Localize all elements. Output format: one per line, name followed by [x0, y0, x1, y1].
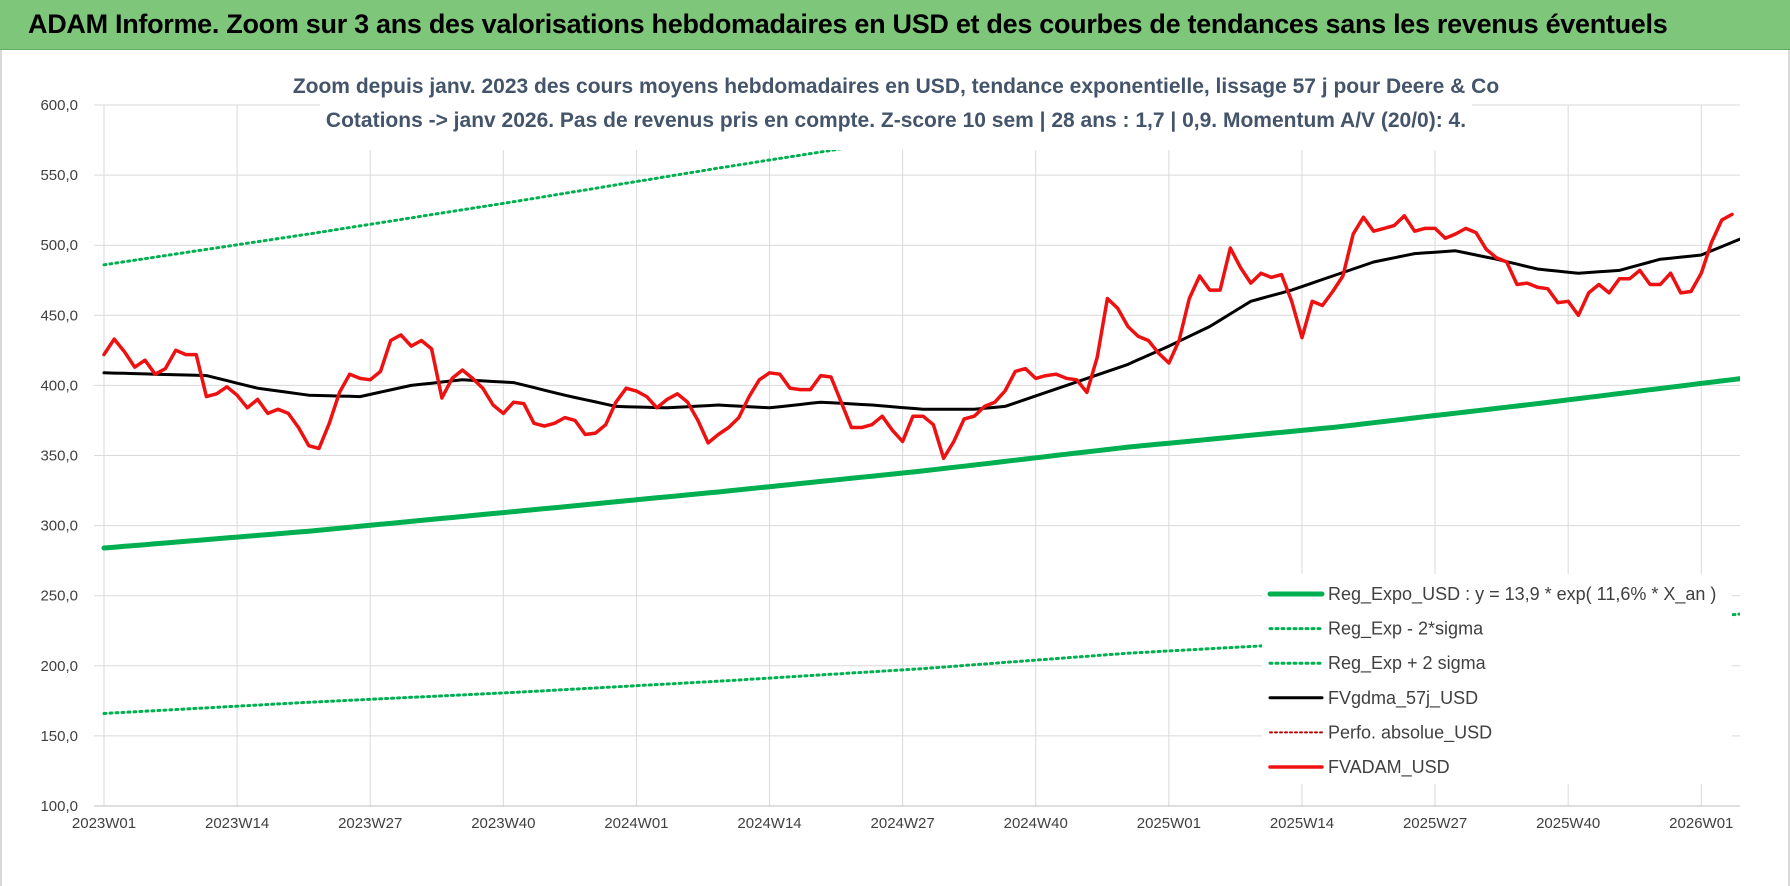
y-tick-label: 450,0: [40, 307, 78, 324]
x-tick-label: 2024W27: [871, 815, 935, 832]
line-chart: 100,0 150,0 200,0 250,0 300,0 350,0 400,0 450,0…: [40, 62, 1740, 832]
report-banner: ADAM Informe. Zoom sur 3 ans des valoris…: [0, 0, 1790, 50]
legend-background: [1262, 574, 1732, 784]
x-tick-label: 2023W01: [72, 815, 136, 832]
chart-title-line: Cotations -> janv 2026. Pas de revenus p…: [326, 109, 1466, 132]
chart-title-block: Zoom depuis janv. 2023 des cours moyens …: [293, 62, 1499, 150]
x-tick-label: 2025W01: [1137, 815, 1201, 832]
y-tick-label: 300,0: [40, 518, 78, 535]
legend-entry: Reg_Exp - 2*sigma: [1328, 619, 1484, 640]
x-tick-label: 2023W27: [338, 815, 402, 832]
series-line-3: [102, 237, 1740, 411]
legend-entry: Perfo. absolue_USD: [1328, 722, 1492, 743]
x-tick-label: 2023W14: [205, 815, 269, 832]
series-line-5: [102, 212, 1734, 461]
report-title: ADAM Informe. Zoom sur 3 ans des valoris…: [28, 9, 1668, 39]
x-tick-label: 2023W40: [471, 815, 535, 832]
x-tick-label: 2025W14: [1270, 815, 1334, 832]
legend-entry: FVADAM_USD: [1328, 757, 1450, 778]
y-axis-ticks: 100,0 150,0 200,0 250,0 300,0 350,0 400,0 450,0…: [40, 97, 78, 815]
chart-frame: 100,0 150,0 200,0 250,0 300,0 350,0 400,0 450,0…: [0, 50, 1790, 886]
y-tick-label: 500,0: [40, 237, 78, 254]
x-tick-label: 2026W01: [1669, 815, 1733, 832]
x-tick-label: 2025W27: [1403, 815, 1467, 832]
x-tick-label: 2024W14: [737, 815, 801, 832]
legend-entry: Reg_Expo_USD : y = 13,9 * exp( 11,6% * X…: [1328, 584, 1716, 605]
x-axis-ticks: 2023W01 2023W14 2023W27 2023W40 2024W01 2024W…: [72, 815, 1734, 832]
chart-title-line: Zoom depuis janv. 2023 des cours moyens …: [293, 75, 1499, 98]
y-tick-label: 600,0: [40, 97, 78, 114]
title-background: [320, 62, 1472, 150]
y-tick-label: 200,0: [40, 658, 78, 675]
x-tick-label: 2024W01: [604, 815, 668, 832]
y-tick-label: 150,0: [40, 728, 78, 745]
y-tick-label: 550,0: [40, 167, 78, 184]
y-tick-label: 250,0: [40, 588, 78, 605]
chart-legend: Reg_Expo_USD : y = 13,9 * exp( 11,6% * X…: [1262, 574, 1732, 784]
y-tick-label: 350,0: [40, 448, 78, 465]
legend-entry: FVgdma_57j_USD: [1328, 688, 1478, 709]
series-line-0: [101, 376, 1740, 551]
y-tick-label: 100,0: [40, 798, 78, 815]
legend-entry: Reg_Exp + 2 sigma: [1328, 653, 1487, 674]
x-tick-label: 2025W40: [1536, 815, 1600, 832]
x-tick-label: 2024W40: [1004, 815, 1068, 832]
y-tick-label: 400,0: [40, 377, 78, 394]
